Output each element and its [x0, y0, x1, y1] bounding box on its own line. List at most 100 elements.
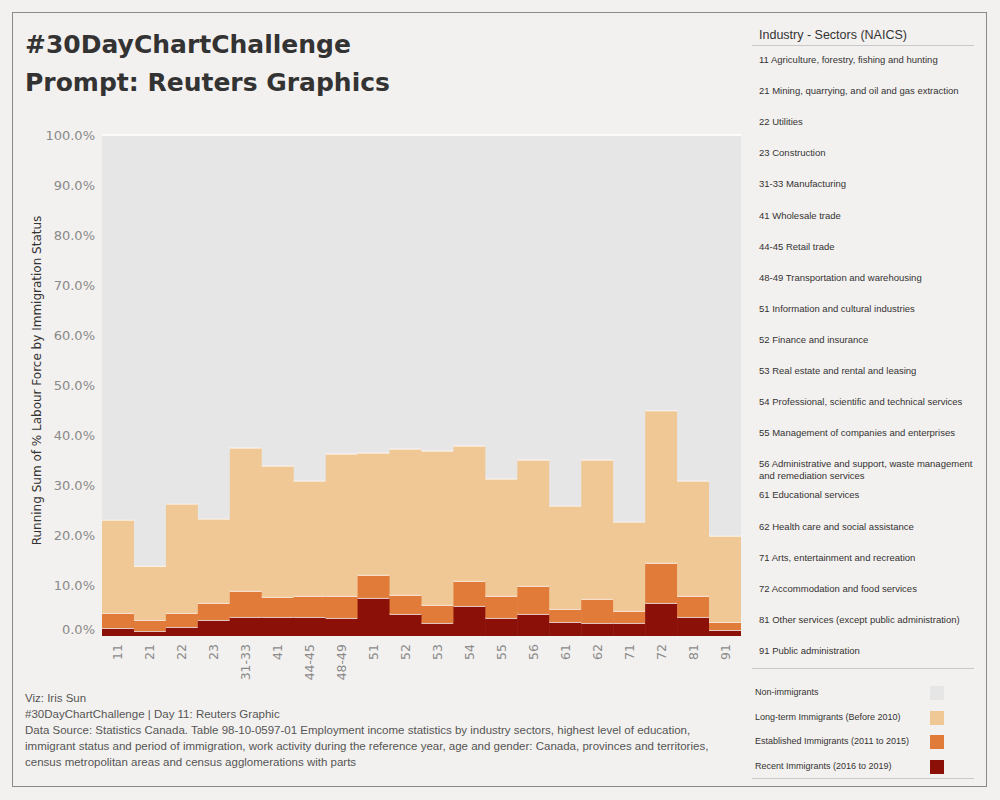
bar-segment — [485, 479, 517, 596]
legend-swatch — [930, 760, 944, 774]
bar-segment — [645, 135, 677, 411]
bar-segment — [134, 566, 166, 620]
plot-background — [102, 135, 741, 636]
x-tick-label: 54 — [462, 644, 477, 660]
bar-segment — [230, 591, 262, 617]
category-description: 41 Wholesale trade — [759, 210, 977, 222]
x-tick-label: 56 — [526, 644, 541, 660]
category-description: 48-49 Transportation and warehousing — [759, 272, 977, 284]
x-tick-label: 48-49 — [334, 644, 349, 680]
x-tick-label: 41 — [270, 644, 285, 660]
bar-segment — [326, 135, 358, 454]
bar-segment — [166, 504, 198, 613]
bar-segment — [517, 135, 549, 460]
bar-segment — [262, 466, 294, 597]
x-tick-label: 91 — [718, 644, 733, 660]
bar-segment — [390, 449, 422, 595]
x-tick-label: 62 — [590, 644, 605, 660]
y-tick-label: 70.0% — [54, 278, 95, 293]
legend-label: Established Immigrants (2011 to 2015) — [755, 736, 915, 747]
bar-segment — [709, 622, 741, 630]
category-description: 53 Real estate and rental and leasing — [759, 365, 977, 377]
bar-segment — [709, 630, 741, 636]
bar-segment — [262, 617, 294, 636]
x-tick-label: 44-45 — [302, 644, 317, 680]
bar-segment — [549, 506, 581, 609]
bar-segment — [581, 460, 613, 599]
bar-segment — [134, 631, 166, 636]
bar-segment — [422, 605, 454, 623]
x-tick-label: 53 — [430, 644, 445, 660]
plot-top-line — [102, 134, 741, 136]
bar-segment — [453, 135, 485, 446]
x-tick-label: 72 — [654, 644, 669, 660]
legend-swatch — [930, 711, 944, 725]
bar-segment — [613, 522, 645, 611]
bar-segment — [198, 519, 230, 603]
y-axis-label: Running Sum of % Labour Force by Immigra… — [30, 216, 44, 546]
y-tick-label: 30.0% — [54, 478, 95, 493]
category-description: 81 Other services (except public adminis… — [759, 614, 977, 626]
bar-segment — [358, 575, 390, 598]
legend-label: Recent Immigrants (2016 to 2019) — [755, 761, 915, 772]
bar-segment — [453, 581, 485, 606]
bar-segment — [230, 448, 262, 591]
x-tick-label: 31-33 — [238, 644, 253, 680]
legend-label: Non-immigrants — [755, 687, 915, 698]
bar-segment — [517, 460, 549, 586]
bar-segment — [102, 613, 134, 628]
title: #30DayChartChallenge — [25, 30, 351, 59]
bar-segment — [134, 135, 166, 566]
bar-segment — [549, 609, 581, 622]
bar-segment — [166, 613, 198, 627]
x-tick-label: 71 — [622, 644, 637, 660]
bar-segment — [613, 611, 645, 623]
bar-segment — [230, 135, 262, 448]
bar-segment — [422, 135, 454, 451]
bar-segment — [262, 597, 294, 617]
y-tick-label: 60.0% — [54, 328, 95, 343]
bar-segment — [581, 135, 613, 460]
bar-segment — [485, 596, 517, 618]
bar-segment — [485, 135, 517, 479]
bar-segment — [294, 596, 326, 617]
y-tick-label: 0.0% — [62, 622, 95, 637]
bar-segment — [326, 618, 358, 636]
footer-note: Viz: Iris Sun — [25, 690, 740, 706]
bar-segment — [358, 453, 390, 575]
y-tick-label: 90.0% — [54, 178, 95, 193]
x-tick-label: 22 — [174, 644, 189, 660]
x-tick-label: 23 — [206, 644, 221, 660]
bar-segment — [166, 135, 198, 504]
x-tick-label: 21 — [142, 644, 157, 660]
legend-swatch — [930, 686, 944, 700]
bar-segment — [262, 135, 294, 466]
subtitle: Prompt: Reuters Graphics — [25, 68, 390, 97]
legend-rule — [752, 45, 974, 46]
category-description: 72 Accommodation and food services — [759, 583, 977, 595]
x-tick-label: 81 — [686, 644, 701, 660]
bar-segment — [198, 135, 230, 519]
footer-note: #30DayChartChallenge | Day 11: Reuters G… — [25, 706, 740, 722]
bar-segment — [581, 623, 613, 636]
y-tick-label: 50.0% — [54, 378, 95, 393]
bar-segment — [198, 603, 230, 620]
category-description: 21 Mining, quarrying, and oil and gas ex… — [759, 85, 977, 97]
bar-segment — [645, 603, 677, 636]
legend-label: Long-term Immigrants (Before 2010) — [755, 712, 915, 723]
bar-segment — [485, 618, 517, 636]
bar-segment — [581, 599, 613, 623]
bar-segment — [198, 620, 230, 636]
bar-segment — [613, 135, 645, 522]
category-description: 71 Arts, entertainment and recreation — [759, 552, 977, 564]
y-tick-label: 20.0% — [54, 528, 95, 543]
category-description: 61 Educational services — [759, 489, 977, 501]
bar-segment — [677, 481, 709, 596]
category-description: 44-45 Retail trade — [759, 241, 977, 253]
bar-segment — [517, 614, 549, 636]
y-tick-label: 40.0% — [54, 428, 95, 443]
legend-rule — [752, 778, 974, 779]
y-tick-label: 80.0% — [54, 228, 95, 243]
category-description: 22 Utilities — [759, 116, 977, 128]
bar-segment — [422, 623, 454, 636]
